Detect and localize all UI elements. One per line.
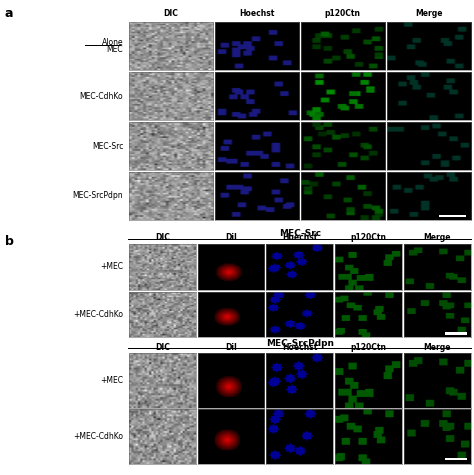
Text: DiI: DiI xyxy=(225,233,237,242)
Text: +MEC: +MEC xyxy=(100,263,123,271)
Text: Alone: Alone xyxy=(101,38,123,47)
Text: +MEC-CdhKo: +MEC-CdhKo xyxy=(73,432,123,441)
Text: Hoechst: Hoechst xyxy=(282,342,318,352)
Text: +MEC-CdhKo: +MEC-CdhKo xyxy=(73,310,123,319)
Text: Merge: Merge xyxy=(423,233,451,242)
Text: Hoechst: Hoechst xyxy=(282,233,318,242)
Text: DiI: DiI xyxy=(225,342,237,352)
Text: MEC: MEC xyxy=(107,45,123,54)
Text: p120Ctn: p120Ctn xyxy=(351,342,386,352)
Text: DIC: DIC xyxy=(164,9,178,18)
Text: DIC: DIC xyxy=(155,233,170,242)
Text: a: a xyxy=(5,7,13,20)
Text: p120Ctn: p120Ctn xyxy=(325,9,361,18)
Text: MEC-Src: MEC-Src xyxy=(92,142,123,151)
Text: DIC: DIC xyxy=(155,342,170,352)
Text: MEC-SrcPdpn: MEC-SrcPdpn xyxy=(266,339,334,348)
Text: Merge: Merge xyxy=(423,342,451,352)
Text: MEC-CdhKo: MEC-CdhKo xyxy=(80,92,123,101)
Text: MEC-SrcPdpn: MEC-SrcPdpn xyxy=(73,191,123,200)
Text: MEC-Src: MEC-Src xyxy=(279,229,321,238)
Text: b: b xyxy=(5,235,14,248)
Text: p120Ctn: p120Ctn xyxy=(351,233,386,242)
Text: Merge: Merge xyxy=(415,9,442,18)
Text: Hoechst: Hoechst xyxy=(239,9,274,18)
Text: +MEC: +MEC xyxy=(100,376,123,385)
